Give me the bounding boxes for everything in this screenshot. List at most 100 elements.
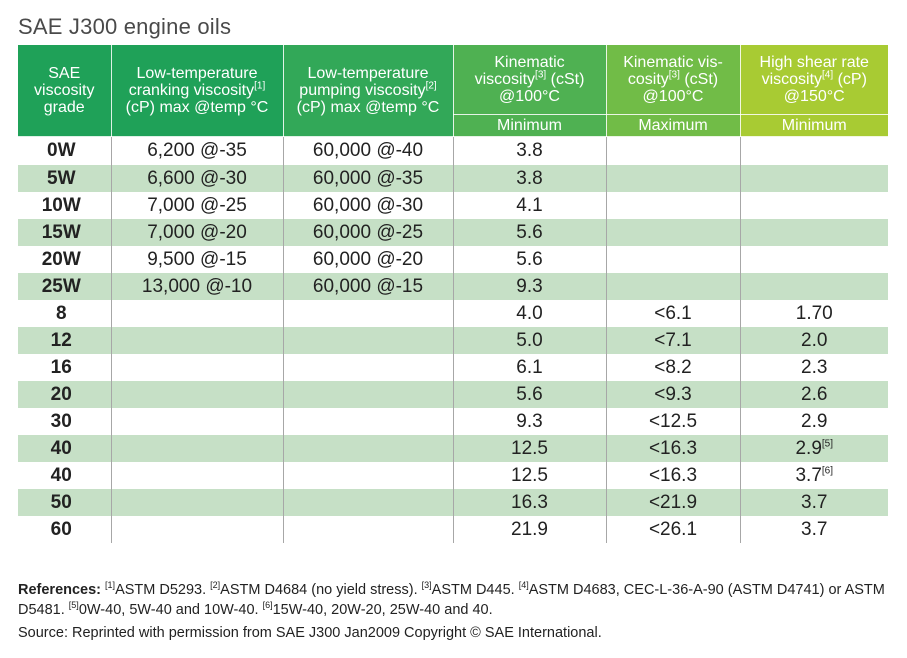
reference-marker: [6] — [262, 600, 273, 611]
cell-kin-max — [606, 165, 741, 192]
sae-grades-table: SAE viscosity grade Low-temperature cran… — [18, 45, 888, 543]
cell-grade: 8 — [18, 300, 112, 327]
table-row: 40 12.5 <16.3 2.9[5] — [18, 435, 888, 462]
cell-cranking: 13,000 @-10 — [111, 273, 284, 300]
cell-hths — [740, 219, 888, 246]
cell-grade: 60 — [18, 516, 112, 543]
reference-marker: [1] — [105, 580, 116, 591]
cell-hths: 3.7 — [740, 489, 888, 516]
cell-cranking — [111, 327, 284, 354]
table-row: 20W 9,500 @-15 60,000 @-20 5.6 — [18, 246, 888, 273]
table-row: 30 9.3 <12.5 2.9 — [18, 408, 888, 435]
cell-cranking — [111, 516, 284, 543]
cell-hths: 2.9[5] — [740, 435, 888, 462]
cell-grade: 20 — [18, 381, 112, 408]
cell-grade: 10W — [18, 192, 112, 219]
subheader-maximum: Maximum — [606, 114, 741, 137]
table-row: 12 5.0 <7.1 2.0 — [18, 327, 888, 354]
header-pumping: Low-temperature pumping viscosity[2] (cP… — [283, 45, 454, 137]
cell-cranking — [111, 435, 284, 462]
cell-hths — [740, 137, 888, 166]
table-row: 15W 7,000 @-20 60,000 @-25 5.6 — [18, 219, 888, 246]
cell-hths — [740, 192, 888, 219]
cell-pumping: 60,000 @-35 — [283, 165, 454, 192]
table-row: 20 5.6 <9.3 2.6 — [18, 381, 888, 408]
cell-kin-max — [606, 192, 741, 219]
cell-cranking: 6,200 @-35 — [111, 136, 284, 165]
cell-grade: 20W — [18, 246, 112, 273]
reference-marker: [4] — [518, 580, 529, 591]
cell-pumping — [283, 327, 454, 354]
cell-kin-max: <21.9 — [606, 489, 741, 516]
table-row: 25W 13,000 @-10 60,000 @-15 9.3 — [18, 273, 888, 300]
reference-text: ASTM D5293. — [115, 582, 211, 598]
cell-grade: 16 — [18, 354, 112, 381]
cell-kin-max — [606, 136, 741, 165]
header-kinematic-max: Kinematic vis-cosity[3] (cSt) @100°C — [606, 45, 741, 115]
cell-cranking: 7,000 @-20 — [111, 219, 284, 246]
cell-pumping — [283, 381, 454, 408]
cell-pumping: 60,000 @-15 — [283, 273, 454, 300]
cell-hths — [740, 246, 888, 273]
cell-pumping — [283, 489, 454, 516]
cell-kin-min: 6.1 — [453, 354, 607, 381]
table-row: 16 6.1 <8.2 2.3 — [18, 354, 888, 381]
reference-text: 0W-40, 5W-40 and 10W-40. — [78, 602, 263, 618]
cell-kin-max — [606, 273, 741, 300]
cell-pumping — [283, 516, 454, 543]
cell-grade: 30 — [18, 408, 112, 435]
reference-text: 15W-40, 20W-20, 25W-40 and 40. — [272, 602, 493, 618]
reference-marker: [3] — [421, 580, 432, 591]
header-kinematic-min: Kinematic viscosity[3] (cSt) @100°C — [453, 45, 607, 115]
cell-grade: 25W — [18, 273, 112, 300]
reference-marker: [5] — [68, 600, 79, 611]
cell-kin-max: <6.1 — [606, 300, 741, 327]
cell-grade: 5W — [18, 165, 112, 192]
table-row: 50 16.3 <21.9 3.7 — [18, 489, 888, 516]
cell-cranking: 9,500 @-15 — [111, 246, 284, 273]
cell-kin-min: 5.0 — [453, 327, 607, 354]
cell-grade: 50 — [18, 489, 112, 516]
cell-cranking: 7,000 @-25 — [111, 192, 284, 219]
cell-grade: 15W — [18, 219, 112, 246]
cell-kin-max: <7.1 — [606, 327, 741, 354]
cell-hths: 2.6 — [740, 381, 888, 408]
cell-kin-max: <8.2 — [606, 354, 741, 381]
cell-kin-min: 5.6 — [453, 246, 607, 273]
reference-text: ASTM D445. — [431, 582, 519, 598]
table-row: 40 12.5 <16.3 3.7[6] — [18, 462, 888, 489]
reference-text: ASTM D4683, CEC-L-36-A-90 (ASTM D4741) o… — [18, 582, 885, 618]
cell-kin-min: 4.0 — [453, 300, 607, 327]
cell-cranking — [111, 408, 284, 435]
cell-cranking — [111, 489, 284, 516]
cell-kin-min: 5.6 — [453, 381, 607, 408]
cell-grade: 40 — [18, 435, 112, 462]
cell-kin-min: 12.5 — [453, 462, 607, 489]
table-row: 0W 6,200 @-35 60,000 @-40 3.8 — [18, 136, 888, 166]
header-cranking: Low-temperature cranking viscosity[1] (c… — [111, 45, 284, 137]
cell-hths: 2.0 — [740, 327, 888, 354]
cell-pumping: 60,000 @-20 — [283, 246, 454, 273]
cell-pumping: 60,000 @-25 — [283, 219, 454, 246]
cell-cranking — [111, 462, 284, 489]
cell-hths: 3.7 — [801, 518, 828, 540]
cell-cranking — [111, 381, 284, 408]
cell-kin-min: 5.6 — [453, 219, 607, 246]
cell-pumping — [283, 435, 454, 462]
source-note: Source: Reprinted with permission from S… — [18, 625, 602, 641]
cell-kin-max — [606, 219, 741, 246]
header-grade: SAE viscosity grade — [18, 45, 112, 137]
cell-pumping — [283, 354, 454, 381]
cell-pumping — [283, 408, 454, 435]
cell-kin-min: 9.3 — [453, 408, 607, 435]
references: References: [1]ASTM D5293. [2]ASTM D4684… — [18, 580, 898, 620]
page-title: SAE J300 engine oils — [18, 14, 232, 39]
table-row: 60 21.9 <26.1 3.7 — [18, 516, 888, 543]
cell-pumping: 60,000 @-40 — [283, 136, 454, 165]
cell-kin-min: 3.8 — [453, 165, 607, 192]
reference-text: ASTM D4684 (no yield stress). — [220, 582, 422, 598]
cell-hths: 3.7[6] — [795, 464, 834, 486]
cell-grade: 12 — [18, 327, 112, 354]
cell-cranking: 6,600 @-30 — [111, 165, 284, 192]
cell-hths — [740, 165, 888, 192]
